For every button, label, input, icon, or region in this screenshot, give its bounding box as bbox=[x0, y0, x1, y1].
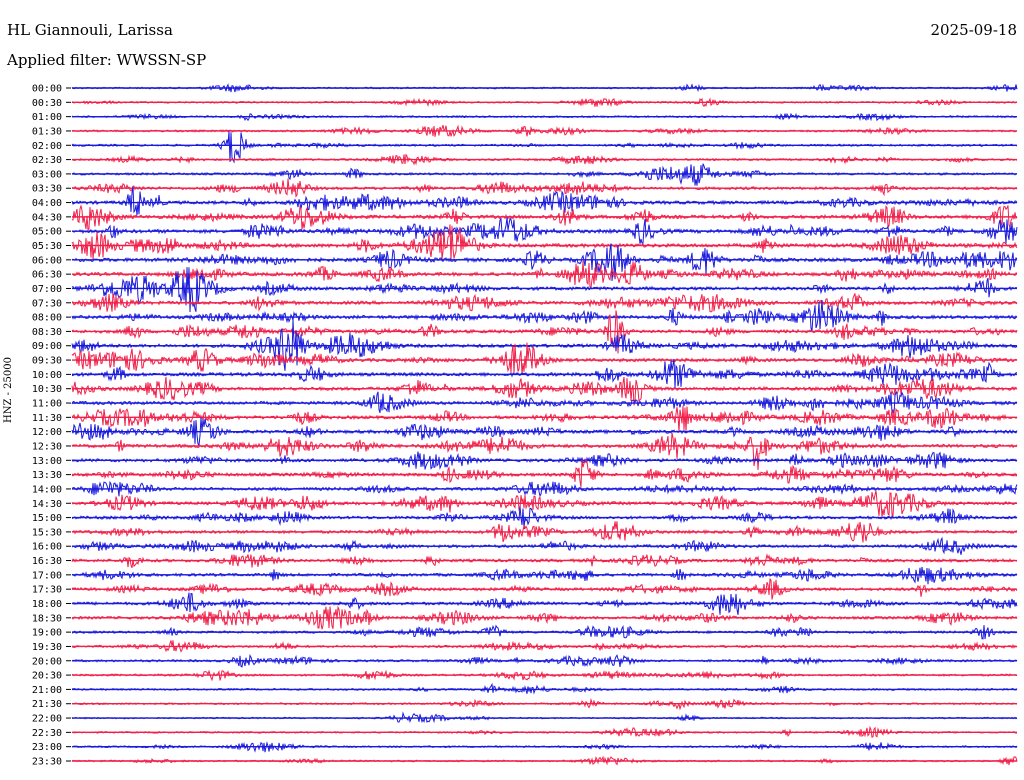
row-time-label: 20:30 bbox=[32, 671, 62, 682]
row-time-label: 22:30 bbox=[32, 728, 62, 739]
row-time-label: 10:30 bbox=[32, 384, 62, 395]
row-time-label: 12:00 bbox=[32, 427, 62, 438]
seismogram-trace bbox=[71, 163, 1017, 186]
row-time-label: 21:30 bbox=[32, 699, 62, 710]
row-time-label: 07:00 bbox=[32, 284, 62, 295]
seismogram-trace bbox=[71, 299, 1018, 332]
row-time-label: 07:30 bbox=[32, 298, 62, 309]
row-time-label: 09:30 bbox=[32, 356, 62, 367]
row-time-label: 20:00 bbox=[32, 656, 62, 667]
row-time-label: 23:30 bbox=[32, 757, 62, 768]
row-time-label: 03:00 bbox=[32, 169, 62, 180]
row-time-label: 05:00 bbox=[32, 227, 62, 238]
row-time-label: 19:00 bbox=[32, 628, 62, 639]
row-time-label: 01:30 bbox=[32, 126, 62, 137]
seismogram-trace bbox=[71, 178, 1018, 198]
row-time-label: 00:30 bbox=[32, 98, 62, 109]
seismogram-trace bbox=[71, 342, 1018, 376]
row-time-label: 11:30 bbox=[32, 413, 62, 424]
row-time-label: 17:00 bbox=[32, 570, 62, 581]
row-time-label: 00:00 bbox=[32, 84, 62, 95]
row-time-label: 02:30 bbox=[32, 155, 62, 166]
seismogram-trace bbox=[71, 131, 1018, 164]
row-time-label: 14:30 bbox=[32, 499, 62, 510]
row-time-label: 08:30 bbox=[32, 327, 62, 338]
row-time-label: 03:30 bbox=[32, 184, 62, 195]
seismogram-trace bbox=[71, 506, 1018, 530]
row-time-label: 23:00 bbox=[32, 742, 62, 753]
row-time-label: 11:00 bbox=[32, 399, 62, 410]
row-time-label: 15:00 bbox=[32, 513, 62, 524]
row-time-label: 01:00 bbox=[32, 112, 62, 123]
row-time-label: 17:30 bbox=[32, 585, 62, 596]
row-time-label: 13:30 bbox=[32, 470, 62, 481]
row-time-label: 10:00 bbox=[32, 370, 62, 381]
date-label: 2025-09-18 bbox=[930, 21, 1017, 39]
row-time-label: 14:00 bbox=[32, 484, 62, 495]
row-time-label: 16:30 bbox=[32, 556, 62, 567]
seismogram-trace bbox=[71, 566, 1018, 585]
row-time-label: 06:30 bbox=[32, 270, 62, 281]
row-time-label: 04:30 bbox=[32, 212, 62, 223]
filter-label: Applied filter: WWSSN-SP bbox=[7, 51, 207, 69]
seismogram-trace bbox=[71, 405, 1018, 433]
seismogram-trace bbox=[71, 243, 1018, 281]
row-time-label: 18:30 bbox=[32, 613, 62, 624]
row-time-label: 04:00 bbox=[32, 198, 62, 209]
row-time-label: 06:00 bbox=[32, 255, 62, 266]
row-time-label: 21:00 bbox=[32, 685, 62, 696]
row-time-label: 02:00 bbox=[32, 141, 62, 152]
row-time-label: 05:30 bbox=[32, 241, 62, 252]
row-time-label: 09:00 bbox=[32, 341, 62, 352]
row-time-label: 16:00 bbox=[32, 542, 62, 553]
row-time-label: 15:30 bbox=[32, 527, 62, 538]
row-time-label: 19:30 bbox=[32, 642, 62, 653]
row-time-label: 13:00 bbox=[32, 456, 62, 467]
row-time-label: 18:00 bbox=[32, 599, 62, 610]
station-title: HL Giannouli, Larissa bbox=[7, 21, 173, 39]
row-time-label: 22:00 bbox=[32, 714, 62, 725]
seismogram-trace bbox=[71, 592, 1018, 615]
row-time-label: 08:00 bbox=[32, 313, 62, 324]
seismogram-trace bbox=[71, 458, 1018, 488]
row-time-label: 12:30 bbox=[32, 441, 62, 452]
